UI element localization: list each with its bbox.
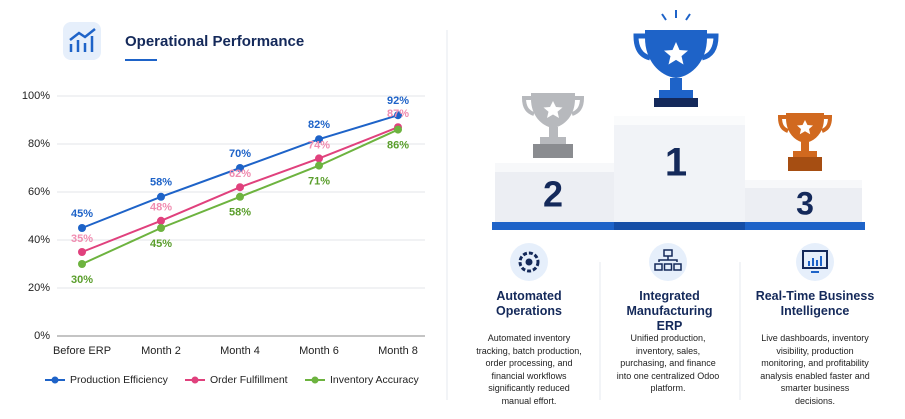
value-label: 70% [229,148,251,160]
x-tick-label: Month 8 [378,345,418,357]
data-point [315,154,323,163]
value-label: 74% [308,139,330,151]
legend-dot [191,376,199,384]
feature-text: Automated inventory tracking, batch prod… [476,333,582,406]
value-label: 86% [387,140,409,152]
y-tick-label: 40% [28,234,50,246]
value-label: 71% [308,176,330,188]
value-label: 92% [387,95,409,107]
value-label: 45% [150,238,172,250]
value-label: 58% [229,207,251,219]
x-tick-label: Before ERP [53,345,111,357]
x-tick-label: Month 2 [141,345,181,357]
place-number: 2 [543,174,563,215]
y-tick-label: 80% [28,138,50,150]
y-tick-label: 100% [22,90,50,102]
data-point [394,111,402,120]
place-number: 3 [796,185,814,221]
title-icon [63,22,101,60]
value-label: 48% [150,202,172,214]
data-point [394,125,402,134]
feature-icons [510,243,834,281]
data-point [315,161,323,170]
value-label: 45% [71,208,93,220]
chart-title: Operational Performance [125,33,304,50]
data-point [78,224,86,232]
legend-dot [51,376,59,384]
feature-title: Automated Operations [496,289,562,318]
feature-title: Integrated Manufacturing ERP [626,289,713,333]
value-label: 58% [150,177,172,189]
value-label: 82% [308,119,330,131]
legend-dot [311,376,319,384]
feature-text: Live dashboards, inventory visibility, p… [760,333,870,406]
data-point [157,216,165,225]
feature-text: Unified production, inventory, sales, pu… [616,333,720,393]
data-point [315,135,323,144]
x-tick-label: Month 4 [220,345,260,357]
legend-label: Inventory Accuracy [330,374,419,386]
data-point [157,224,165,232]
value-label: 35% [71,233,93,245]
data-point [236,192,244,201]
x-tick-label: Month 6 [299,345,339,357]
data-point [157,192,165,201]
value-label: 62% [229,168,251,180]
legend-label: Production Efficiency [70,374,169,386]
data-point [78,260,86,268]
value-label: 30% [71,274,93,286]
place-number: 1 [665,141,687,185]
y-tick-label: 20% [28,282,50,294]
podium [492,10,865,230]
value-label: 87% [387,108,409,120]
data-point [236,164,244,172]
legend-label: Order Fulfillment [210,374,288,386]
icon-glyph [69,28,96,52]
feature-title: Real-Time Business Intelligence [755,289,875,318]
data-point [236,183,244,192]
y-tick-label: 60% [28,186,50,198]
y-tick-label: 0% [34,330,50,342]
data-point [78,248,86,256]
